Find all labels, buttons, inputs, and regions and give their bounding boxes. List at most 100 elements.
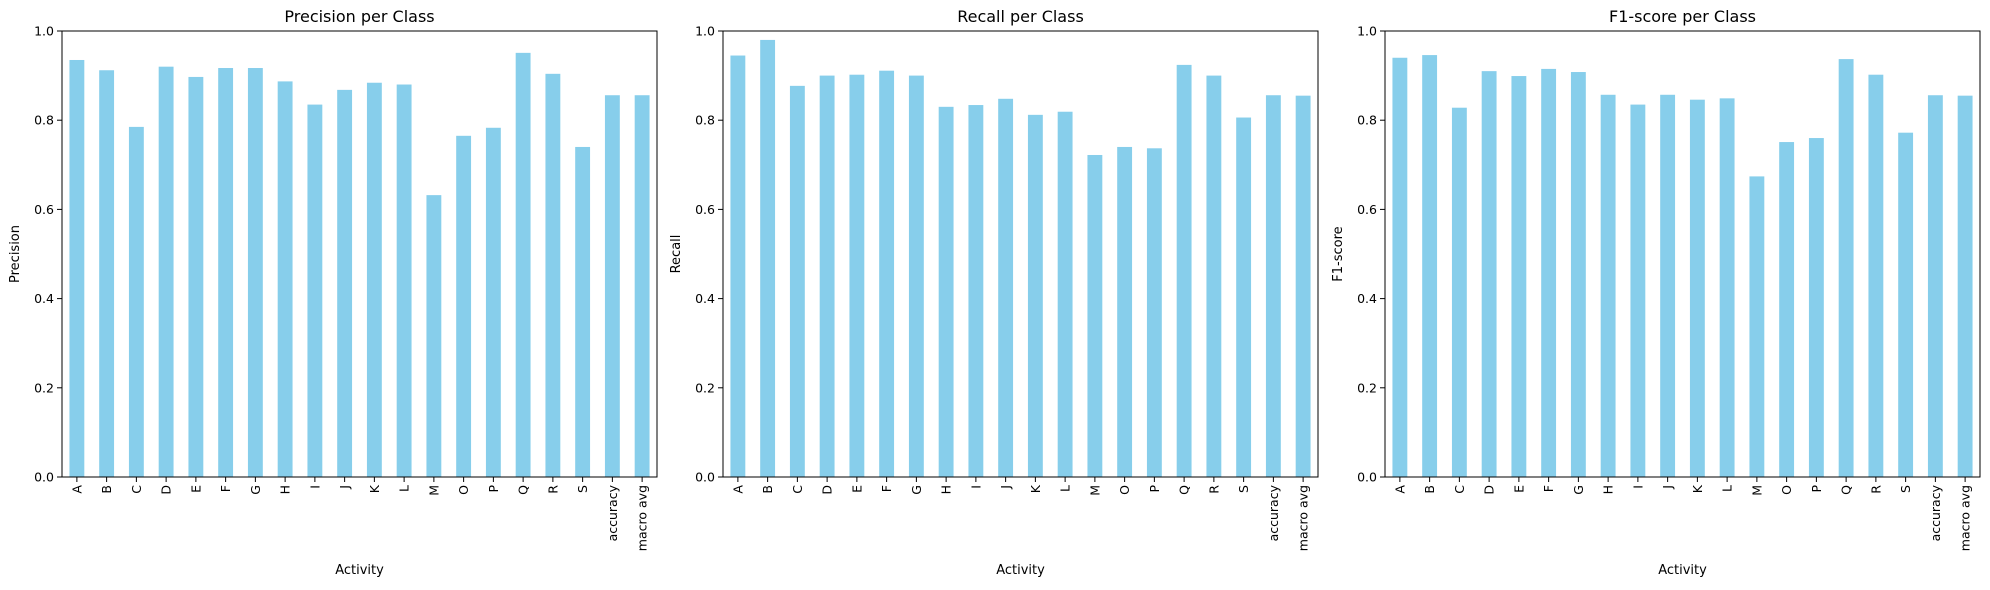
precision-bar-D	[158, 66, 174, 478]
precision-xtick-label: C	[129, 485, 144, 494]
precision-bar-F	[218, 68, 234, 477]
f1-score-y-axis-label: F1-score	[1331, 226, 1346, 281]
f1-score-xtick-label: macro avg	[1958, 485, 1973, 551]
f1-score-ytick-label: 0.4	[1357, 291, 1377, 306]
f1-score-ytick-label: 0.2	[1357, 380, 1377, 395]
precision-axes-frame	[61, 30, 658, 478]
recall-xtick-label: accuracy	[1266, 484, 1281, 541]
f1-score-xtick-label: F	[1541, 485, 1556, 492]
recall-xtick-label: E	[849, 485, 864, 493]
precision-bar-O	[456, 135, 472, 477]
f1-score-xtick-label: R	[1868, 485, 1883, 494]
recall-xtick-label: J	[998, 485, 1013, 490]
recall-xtick-label: I	[968, 485, 983, 489]
f1-score-ytick-label: 0.6	[1357, 202, 1377, 217]
f1-score-xtick-label: K	[1690, 484, 1705, 493]
recall-bar-Q	[1176, 64, 1192, 477]
f1-score-bar-S	[1898, 132, 1914, 478]
f1-score-panel: F1-score per Class 0.0 0.2 0.4 0.6 0.8 1.0 A B C D…	[1331, 7, 1981, 578]
f1-score-bar-C	[1451, 107, 1467, 477]
recall-bar-O	[1117, 146, 1133, 477]
recall-xtick-label: P	[1147, 485, 1162, 493]
recall-bar-E	[849, 74, 865, 477]
recall-xtick-label: K	[1028, 484, 1043, 493]
precision-bar-K	[366, 82, 382, 478]
precision-bar-G	[247, 68, 263, 477]
recall-bar-I	[968, 105, 984, 477]
recall-bar-A	[730, 55, 746, 477]
precision-bar-I	[307, 104, 323, 477]
precision-bar-S	[575, 146, 591, 477]
f1-score-bar-R	[1868, 74, 1884, 477]
precision-bar-B	[99, 70, 115, 478]
precision-xtick-label: macro avg	[635, 485, 650, 551]
precision-bar-A	[69, 59, 85, 478]
recall-panel: Recall per Class 0.0 0.2 0.4 0.6 0.8 1.0 A B C D E F…	[669, 7, 1319, 578]
f1-score-xtick-label: L	[1720, 485, 1735, 492]
f1-score-xtick-label: O	[1779, 485, 1794, 495]
f1-score-axes-frame	[1384, 30, 1981, 478]
f1-score-bar-D	[1481, 71, 1497, 477]
precision-xtick-label: M	[426, 485, 441, 496]
recall-bar-K	[1027, 114, 1043, 478]
precision-bar-macro-avg	[634, 95, 650, 477]
f1-score-bar-I	[1630, 104, 1646, 477]
precision-xtick-label: F	[218, 485, 233, 492]
precision-xtick-label: K	[367, 484, 382, 493]
precision-ytick-label: 0.4	[34, 291, 54, 306]
f1-score-xtick-label: A	[1392, 485, 1407, 494]
f1-score-xtick-label: D	[1482, 485, 1497, 495]
precision-xtick-label: A	[69, 485, 84, 494]
precision-bar-E	[188, 76, 204, 478]
recall-y-axis-label: Recall	[669, 235, 684, 274]
precision-chart-title: Precision per Class	[284, 7, 434, 26]
f1-score-ytick-label: 1.0	[1357, 24, 1377, 39]
f1-score-ytick-label: 0.8	[1357, 113, 1377, 128]
recall-x-axis-label: Activity	[996, 563, 1045, 578]
precision-xtick-label: B	[99, 485, 114, 494]
precision-bar-J	[337, 89, 353, 477]
precision-xtick-label: O	[456, 485, 471, 495]
recall-bar-M	[1087, 154, 1103, 477]
f1-score-bar-G	[1570, 72, 1586, 478]
precision-xtick-label: P	[486, 485, 501, 493]
f1-score-xtick-label: S	[1898, 485, 1913, 493]
precision-y-axis-label: Precision	[8, 225, 23, 283]
f1-score-bar-macro-avg	[1957, 95, 1973, 478]
f1-score-xtick-label: I	[1630, 485, 1645, 489]
recall-xtick-label: A	[730, 485, 745, 494]
recall-bar-accuracy	[1265, 95, 1281, 477]
recall-bar-L	[1057, 111, 1073, 477]
recall-xtick-label: M	[1087, 485, 1102, 496]
f1-score-xtick-label: Q	[1839, 485, 1854, 495]
f1-score-xtick-label: G	[1571, 485, 1586, 495]
recall-axes-frame	[722, 30, 1319, 478]
precision-xtick-label: L	[397, 485, 412, 492]
recall-ytick-label: 0.6	[695, 202, 715, 217]
f1-score-xtick-label: P	[1809, 485, 1824, 493]
precision-ytick-label: 0.0	[34, 470, 54, 485]
recall-xtick-label: R	[1206, 485, 1221, 494]
recall-ytick-label: 0.4	[695, 291, 715, 306]
precision-xtick-label: G	[248, 485, 263, 495]
precision-xtick-label: S	[575, 485, 590, 493]
f1-score-bar-accuracy	[1927, 95, 1943, 477]
f1-score-xtick-label: B	[1422, 485, 1437, 494]
precision-xtick-label: I	[307, 485, 322, 489]
f1-score-xtick-label: M	[1749, 485, 1764, 496]
precision-bar-H	[277, 81, 293, 477]
f1-score-xtick-label: E	[1511, 485, 1526, 493]
recall-xtick-label: B	[760, 485, 775, 494]
precision-xtick-label: D	[159, 485, 174, 495]
f1-score-x-axis-label: Activity	[1658, 563, 1707, 578]
precision-bar-C	[128, 126, 144, 477]
recall-ytick-label: 1.0	[695, 24, 715, 39]
recall-xtick-label: H	[939, 485, 954, 494]
recall-bar-G	[908, 75, 924, 477]
recall-bar-F	[879, 70, 895, 477]
recall-xtick-label: C	[790, 485, 805, 494]
precision-x-axis-label: Activity	[335, 563, 384, 578]
f1-score-bar-H	[1600, 94, 1616, 477]
recall-bar-macro-avg	[1295, 95, 1311, 478]
